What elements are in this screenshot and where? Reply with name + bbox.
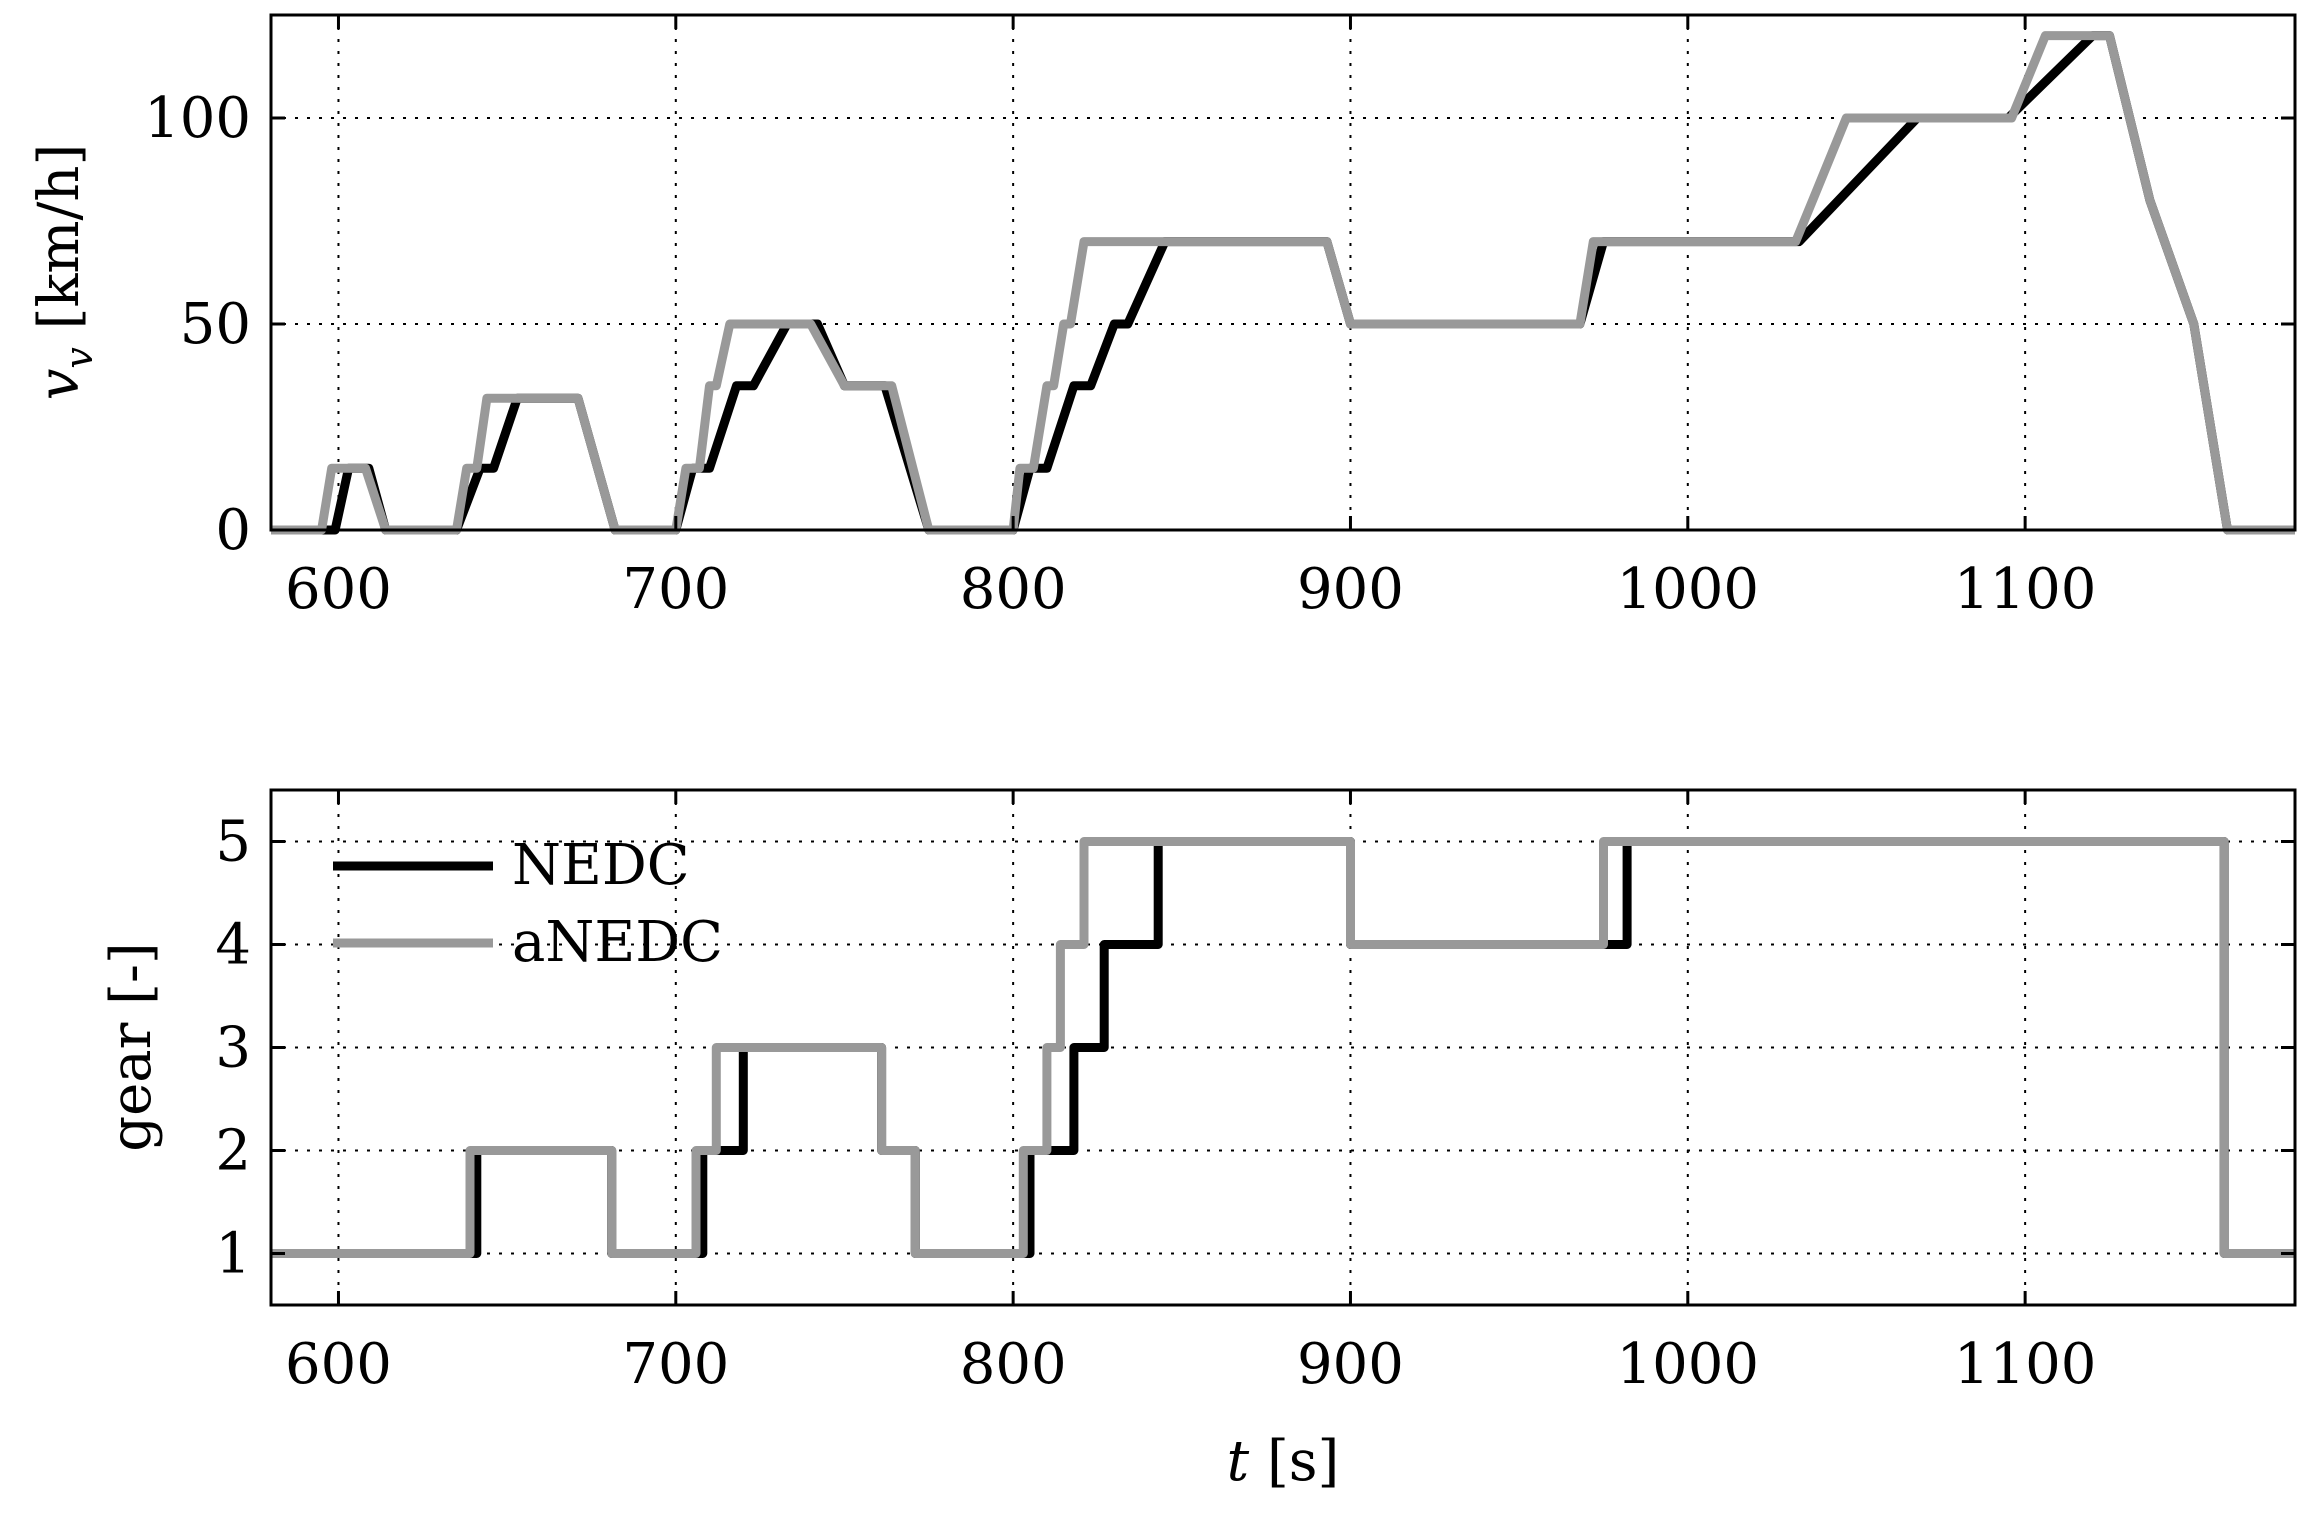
speed-series-nedc <box>271 31 2295 535</box>
speed-x-tick-label: 800 <box>960 557 1067 622</box>
speed-ticks: 600 700 800 900 1000 1100 0 50 100 <box>144 15 2295 622</box>
gear-y-tick-label: 5 <box>215 810 251 875</box>
gear-ticks: 600 700 800 900 1000 1100 1 2 3 4 5 <box>215 790 2295 1397</box>
speed-x-tick-label: 1100 <box>1954 557 2097 622</box>
gear-series-nedc <box>271 837 2295 1258</box>
legend: NEDC aNEDC <box>333 833 723 975</box>
speed-series-anedc <box>271 31 2295 535</box>
gear-series-layer <box>271 837 2295 1258</box>
speed-plot-frame <box>269 13 2297 532</box>
gear-y-tick-label: 2 <box>215 1119 251 1184</box>
speed-x-tick-label: 900 <box>1297 557 1404 622</box>
speed-y-tick-label: 0 <box>215 498 251 563</box>
speed-y-tick-label: 50 <box>180 292 251 357</box>
gear-x-tick-label: 700 <box>622 1332 729 1397</box>
speed-x-tick-label: 1000 <box>1617 557 1760 622</box>
speed-grid <box>271 15 2295 531</box>
gear-x-tick-label: 900 <box>1297 1332 1404 1397</box>
gear-x-tick-label: 800 <box>960 1332 1067 1397</box>
speed-x-tick-label: 600 <box>285 557 392 622</box>
speed-y-axis-symbol: v <box>27 368 92 400</box>
speed-series-layer <box>271 31 2295 535</box>
gear-y-tick-label: 4 <box>215 913 251 978</box>
gear-x-tick-label: 1000 <box>1617 1332 1760 1397</box>
time-x-axis-unit: [s] <box>1249 1429 1339 1494</box>
gear-series-anedc <box>271 837 2295 1258</box>
time-x-axis-label: t [s] <box>1227 1429 1340 1494</box>
speed-y-axis-label: vv [km/h] <box>27 144 101 401</box>
gear-x-tick-label: 600 <box>285 1332 392 1397</box>
gear-x-tick-label: 1100 <box>1954 1332 2097 1397</box>
gear-y-axis-label: gear [-] <box>99 942 164 1152</box>
gear-y-tick-label: 1 <box>215 1222 251 1287</box>
time-x-axis-symbol: t <box>1227 1429 1250 1494</box>
speed-y-axis-subscript: v <box>57 347 101 369</box>
legend-label-nedc: NEDC <box>512 833 690 898</box>
speed-panel: 600 700 800 900 1000 1100 0 50 100 vv [km/h] <box>27 13 2297 622</box>
gear-panel: 600 700 800 900 1000 1100 1 2 3 4 5 gear [-] t [s]… <box>99 788 2297 1494</box>
speed-x-tick-label: 700 <box>622 557 729 622</box>
legend-label-anedc: aNEDC <box>512 910 723 975</box>
speed-y-tick-label: 100 <box>144 86 251 151</box>
speed-y-axis-unit: [km/h] <box>27 144 92 347</box>
gear-y-tick-label: 3 <box>215 1016 251 1081</box>
